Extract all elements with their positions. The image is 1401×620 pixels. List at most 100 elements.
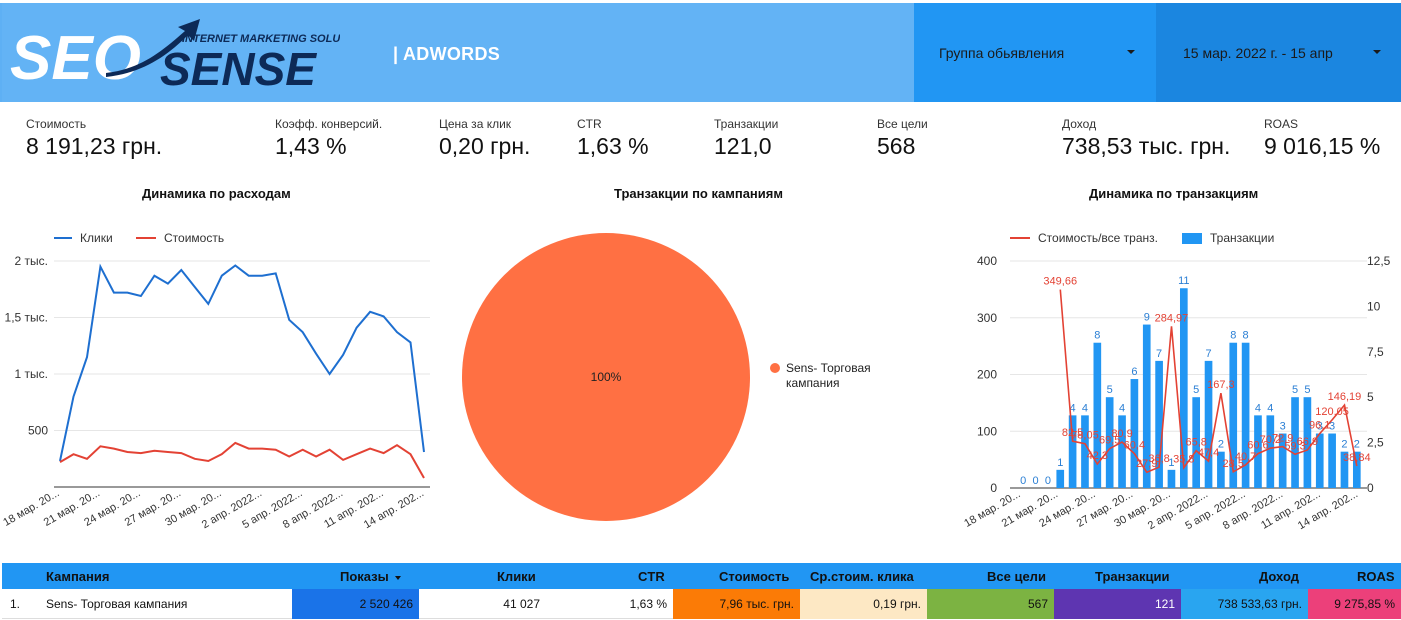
bar[interactable] xyxy=(1241,342,1250,488)
bar[interactable] xyxy=(1105,397,1114,488)
kpi-value: 121,0 xyxy=(714,133,772,159)
table-row[interactable]: 1. Sens- Торговая кампания 2 520 426 41 … xyxy=(2,589,1401,619)
th-campaign[interactable]: Кампания xyxy=(46,569,110,584)
bar[interactable] xyxy=(1167,469,1176,488)
bar[interactable] xyxy=(1315,433,1324,488)
bar[interactable] xyxy=(1081,415,1089,488)
date-range-label: 15 мар. 2022 г. - 15 апр xyxy=(1183,45,1333,61)
cost-per-transaction-line[interactable] xyxy=(1059,289,1358,474)
th-clicks[interactable]: Клики xyxy=(497,569,536,584)
bar-value-label: 2 xyxy=(1341,439,1347,451)
bar[interactable] xyxy=(1192,397,1201,488)
cell-campaign: Sens- Торговая кампания xyxy=(46,597,188,611)
bar[interactable] xyxy=(1328,433,1336,488)
ad-group-filter-label: Группа обьявления xyxy=(939,45,1065,61)
th-revenue[interactable]: Доход xyxy=(1259,569,1299,584)
bar[interactable] xyxy=(1056,469,1065,488)
kpi-ctr: CTR 1,63 % xyxy=(577,117,649,160)
y2-tick-label: 0 xyxy=(1367,481,1374,495)
line-value-label: 167,3 xyxy=(1207,379,1235,391)
kpi-value: 1,63 % xyxy=(577,133,649,159)
th-impressions[interactable]: Показы xyxy=(340,569,401,584)
spend-chart-title: Динамика по расходам xyxy=(142,186,291,201)
legend-cost-per-transaction-label: Стоимость/все транз. xyxy=(1038,231,1158,245)
kpi-conversion-rate: Коэфф. конверсий. 1,43 % xyxy=(275,117,382,160)
bar[interactable] xyxy=(1340,451,1349,488)
bar[interactable] xyxy=(1303,397,1312,488)
bar[interactable] xyxy=(1229,342,1238,488)
line-value-label: 349,66 xyxy=(1043,276,1077,288)
bar-value-label: 11 xyxy=(1178,275,1189,287)
bar-value-label: 7 xyxy=(1205,348,1211,360)
pie-slice[interactable] xyxy=(462,233,750,521)
kpi-revenue: Доход 738,53 тыс. грн. xyxy=(1062,117,1230,160)
header-brand-area: SEO INTERNET MARKETING SOLUTIONS SENSE |… xyxy=(2,3,914,102)
legend-clicks-label: Клики xyxy=(80,231,113,245)
th-ctr[interactable]: CTR xyxy=(638,569,665,584)
y-tick-label: 2 тыс. xyxy=(15,254,48,268)
bar-value-label: 2 xyxy=(1354,439,1360,451)
cell-ctr: 1,63 % xyxy=(629,597,667,611)
chevron-down-icon xyxy=(1127,50,1135,54)
cell-roas: 9 275,85 % xyxy=(1308,589,1401,619)
ad-group-filter[interactable]: Группа обьявления xyxy=(914,3,1156,102)
legend-dot xyxy=(770,363,780,373)
cell-clicks: 41 027 xyxy=(503,597,540,611)
kpi-label: Все цели xyxy=(877,117,928,131)
bar[interactable] xyxy=(1204,360,1213,488)
bar-value-label: 3 xyxy=(1329,421,1335,433)
bar[interactable] xyxy=(1291,397,1299,488)
bar[interactable] xyxy=(1130,379,1139,488)
bar[interactable] xyxy=(1179,288,1188,488)
bar[interactable] xyxy=(1142,324,1151,488)
kpi-all-goals: Все цели 568 xyxy=(877,117,928,160)
bar[interactable] xyxy=(1217,451,1225,488)
cell-transactions: 121 xyxy=(1054,589,1181,619)
legend-line: Sens- Торговая xyxy=(786,361,871,375)
cell-cost: 7,96 тыс. грн. xyxy=(673,589,800,619)
cell-revenue: 738 533,63 грн. xyxy=(1181,589,1308,619)
bar-value-label: 6 xyxy=(1131,366,1137,378)
bar[interactable] xyxy=(1155,360,1163,488)
header: SEO INTERNET MARKETING SOLUTIONS SENSE |… xyxy=(0,3,1401,102)
clicks-line[interactable] xyxy=(59,263,425,462)
th-impressions-label: Показы xyxy=(340,569,389,584)
y-tick-label: 400 xyxy=(977,254,997,268)
bar[interactable] xyxy=(1352,451,1361,488)
y-tick-label: 1 тыс. xyxy=(15,367,48,381)
th-avg-cpc[interactable]: Ср.стоим. клика xyxy=(810,569,914,584)
legend-cost-label: Стоимость xyxy=(164,231,224,245)
legend-transactions-swatch xyxy=(1182,233,1202,244)
bar-value-label: 7 xyxy=(1156,348,1162,360)
kpi-label: Доход xyxy=(1062,117,1097,131)
kpi-value: 738,53 тыс. грн. xyxy=(1062,133,1231,159)
bar[interactable] xyxy=(1068,415,1077,488)
bar[interactable] xyxy=(1266,415,1275,488)
bar[interactable] xyxy=(1254,415,1262,488)
th-transactions[interactable]: Транзакции xyxy=(1095,569,1170,584)
bar[interactable] xyxy=(1118,415,1126,488)
bar[interactable] xyxy=(1278,433,1287,488)
kpi-label: Коэфф. конверсий. xyxy=(275,117,383,131)
cell-avg-cpc: 0,19 грн. xyxy=(800,589,927,619)
th-roas[interactable]: ROAS xyxy=(1357,569,1395,584)
date-range-filter[interactable]: 15 мар. 2022 г. - 15 апр xyxy=(1156,3,1401,102)
y-tick-label: 200 xyxy=(977,368,997,382)
logo-seo-text: SEO xyxy=(10,24,141,93)
cost-line[interactable] xyxy=(59,441,425,479)
kpi-roas: ROAS 9 016,15 % xyxy=(1264,117,1380,160)
logo-sense-text: SENSE xyxy=(160,43,317,93)
bar[interactable] xyxy=(1093,342,1102,488)
kpi-value: 9 016,15 % xyxy=(1264,133,1381,159)
kpi-cost: Стоимость 8 191,23 грн. xyxy=(26,117,162,160)
y-axis-ticks: 500 1 тыс. 1,5 тыс. 2 тыс. xyxy=(5,254,49,438)
th-all-goals[interactable]: Все цели xyxy=(987,569,1046,584)
y-tick-label: 1,5 тыс. xyxy=(5,311,48,325)
bar-value-label: 3 xyxy=(1280,421,1286,433)
bar-value-label: 9 xyxy=(1144,312,1150,324)
th-cost[interactable]: Стоимость xyxy=(719,569,790,584)
line-value-label: 70,2 xyxy=(1260,434,1281,446)
kpi-transactions: Транзакции 121,0 xyxy=(714,117,778,160)
kpi-label: Цена за клик xyxy=(439,117,512,131)
line-value-label: 80,9 xyxy=(1111,428,1132,440)
